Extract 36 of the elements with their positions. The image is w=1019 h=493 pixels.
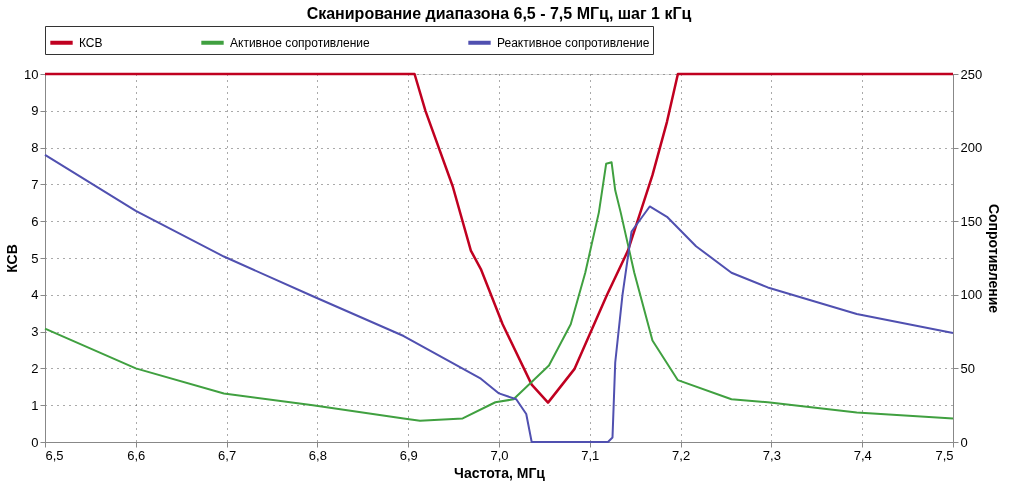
y-tick-label: 10	[24, 66, 39, 82]
x-tick-label: 6,8	[308, 447, 327, 463]
line-series	[43, 72, 955, 404]
y2-tick-label: 200	[960, 140, 983, 156]
x-axis-title: Частота, МГц	[454, 464, 546, 481]
x-tick-label: 7,1	[581, 447, 600, 463]
chart-title: Сканирование диапазона 6,5 - 7,5 МГц, шаг 1 кГц	[306, 4, 692, 22]
y-tick-label: 8	[31, 140, 39, 156]
legend-label: Реактивное сопротивление	[497, 35, 650, 50]
x-tick-label: 7,3	[762, 447, 781, 463]
x-tick-label: 7,2	[672, 447, 691, 463]
legend-label: Активное сопротивление	[230, 35, 370, 50]
y-tick-label: 1	[31, 397, 39, 413]
x-tick-label: 7,5	[935, 447, 954, 463]
x-tick-label: 7,0	[490, 447, 509, 463]
x-tick-label: 7,4	[853, 447, 872, 463]
y2-tick-label: 0	[960, 434, 968, 450]
y-tick-label: 6	[31, 213, 39, 229]
y2-tick-label: 50	[960, 360, 975, 376]
y2-axis-title: Сопротивление	[986, 203, 1003, 314]
x-tick-label: 6,7	[218, 447, 237, 463]
y-tick-label: 4	[31, 287, 39, 303]
y2-tick-label: 100	[960, 287, 983, 303]
y-tick-label: 2	[31, 360, 39, 376]
x-tick-label: 6,6	[127, 447, 146, 463]
y-tick-label: 0	[31, 434, 39, 450]
y2-tick-label: 150	[960, 213, 983, 229]
y-tick-label: 5	[31, 250, 39, 266]
y-tick-label: 9	[31, 103, 39, 119]
y-tick-label: 3	[31, 324, 39, 340]
y2-tick-label: 250	[960, 66, 983, 82]
y-axis-title: КСВ	[4, 244, 21, 273]
legend-label: КСВ	[79, 35, 103, 50]
x-tick-label: 6,5	[45, 447, 64, 463]
x-tick-label: 6,9	[399, 447, 418, 463]
y-tick-label: 7	[31, 176, 39, 192]
